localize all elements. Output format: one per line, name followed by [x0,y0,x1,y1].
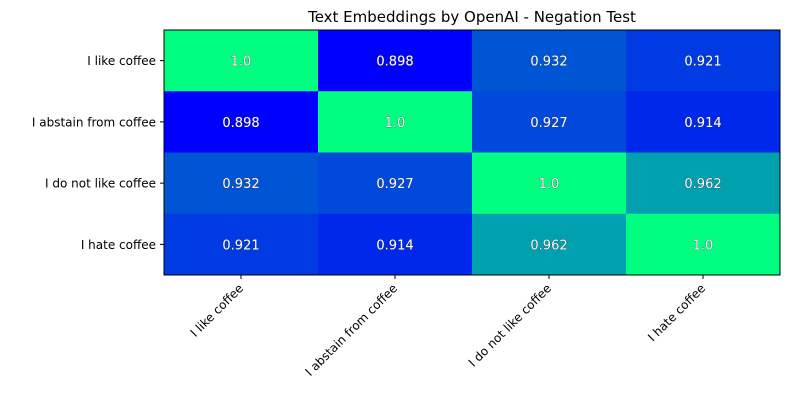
cell-value-label: 0.898 [222,116,259,131]
cell-value-label: 1.0 [385,116,406,131]
heatmap-cell [318,152,473,215]
cell-value-label: 0.927 [376,177,413,192]
cell-value-label: 0.921 [222,238,259,253]
y-tick-label: I hate coffee [81,238,156,252]
x-tick-label: I do not like coffee [466,281,554,369]
cell-value-label: 0.914 [376,238,413,253]
heatmap-cell [164,213,319,276]
heatmap-cell [472,152,627,215]
cell-value-label: 1.0 [693,238,714,253]
y-tick-label: I do not like coffee [45,177,156,191]
cell-value-label: 0.932 [530,55,567,70]
x-axis: I like coffee I abstain from coffee I do n… [188,275,708,379]
heatmap-cell [318,91,473,153]
chart-title: Text Embeddings by OpenAI - Negation Tes… [307,8,636,26]
cell-value-label: 0.932 [222,177,259,192]
heatmap-cell [164,30,319,92]
y-tick-label: I like coffee [87,54,156,68]
plot-frame [163,29,781,276]
cell-value-label: 0.962 [684,177,721,192]
cell-value-label: 0.898 [376,55,413,70]
cell-value-label: 0.962 [530,238,567,253]
heatmap-cell [318,30,473,92]
x-tick-label: I hate coffee [645,281,708,344]
heatmap-cell [164,91,319,153]
cell-value-label: 1.0 [231,55,252,70]
cell-value-labels: 1.0 0.898 0.932 0.921 0.898 1.0 0.927 0.914 0.93… [222,54,722,253]
heatmap-cell [472,213,627,276]
heatmap-cell [318,213,473,276]
x-tick-label: I abstain from coffee [302,281,400,379]
heatmap-cell [626,91,781,153]
y-tick-label: I abstain from coffee [32,115,156,129]
y-axis: I like coffee I abstain from coffee I do n… [32,54,164,252]
heatmap-cell [626,30,781,92]
cell-value-label: 0.927 [530,116,567,131]
heatmap-cell [472,91,627,153]
heatmap-cells [164,30,781,276]
heatmap-cell [626,152,781,215]
x-tick-label: I like coffee [188,281,246,339]
heatmap-cell [626,213,781,276]
cell-value-label: 1.0 [539,177,560,192]
cell-value-label: 0.914 [684,116,721,131]
heatmap-cell [472,30,627,92]
heatmap-cell [164,152,319,215]
cell-value-label: 0.921 [684,55,721,70]
